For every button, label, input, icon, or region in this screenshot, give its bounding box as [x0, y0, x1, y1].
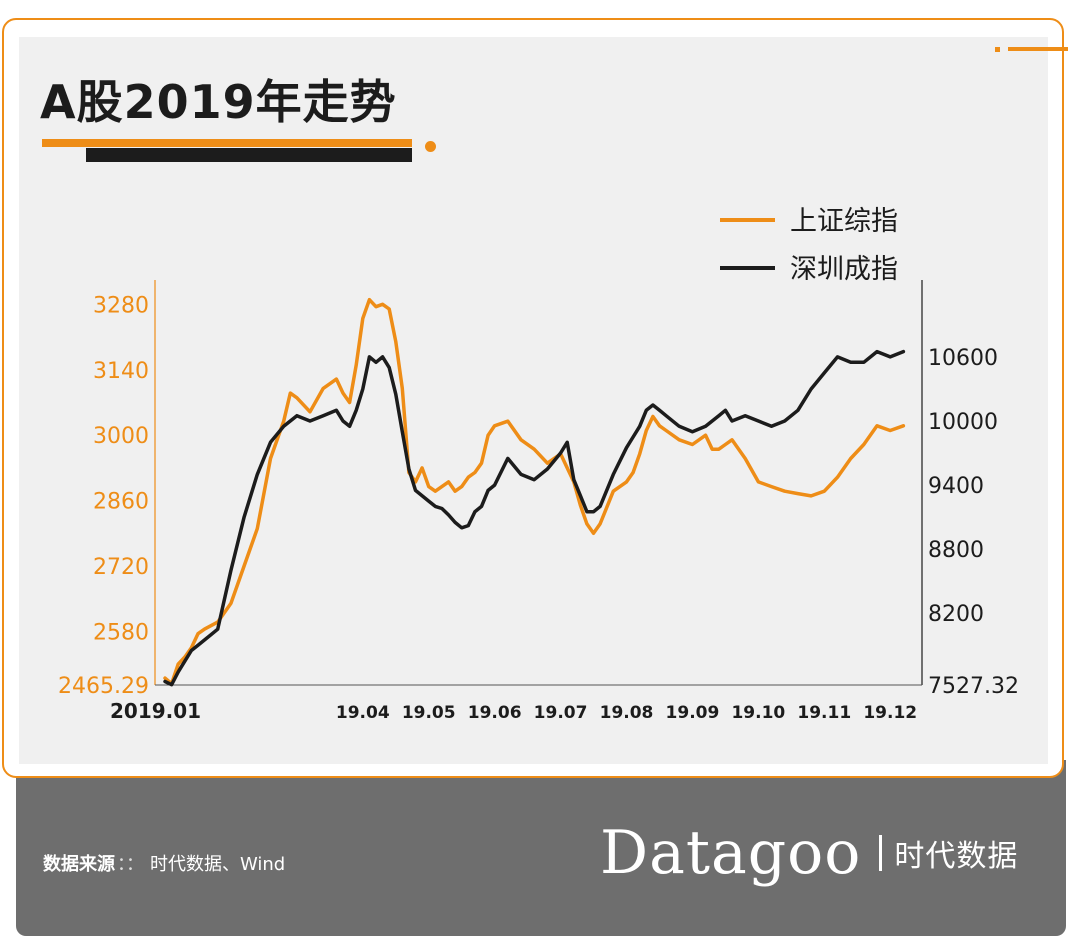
x-axis-tick-label: 19.05 [402, 703, 456, 723]
x-axis-tick-label: 2019.01 [110, 699, 201, 723]
brand-chinese-name: 时代数据 [894, 839, 1019, 874]
left-axis-tick-label: 2465.29 [58, 674, 149, 699]
left-axis-tick-label: 3000 [93, 424, 149, 449]
x-axis-tick-label: 19.04 [336, 703, 390, 723]
decor-dot-top [995, 47, 1000, 52]
data-source: 数据来源：： 时代数据、Wind [43, 850, 285, 876]
legend-label: 深圳成指 [790, 254, 898, 285]
x-axis-tick-label: 19.07 [534, 703, 588, 723]
left-axis-tick-label: 3280 [93, 293, 149, 318]
series-line-shanghai [163, 297, 906, 686]
right-axis-tick-label: 7527.32 [928, 674, 1019, 699]
decor-line-top [1008, 47, 1068, 51]
x-axis-tick-label: 19.06 [468, 703, 522, 723]
title-dot [425, 141, 436, 152]
source-colon: ：： [117, 854, 144, 875]
right-axis-tick-label: 8200 [928, 602, 984, 627]
left-axis-tick-label: 3140 [93, 359, 149, 384]
footer-band [16, 760, 1066, 936]
x-axis-tick-label: 19.11 [797, 703, 851, 723]
left-axis-tick-label: 2720 [93, 555, 149, 580]
chart-axes: 2465.29 2580 2720 2860 3000 3140 3280 7527.32 82… [58, 280, 1019, 723]
right-axis-tick-label: 10000 [928, 410, 998, 435]
title-underline-orange [42, 139, 412, 147]
right-axis-tick-label: 8800 [928, 538, 984, 563]
legend-label: 上证综指 [790, 206, 898, 237]
x-axis-tick-label: 19.10 [731, 703, 785, 723]
right-axis-tick-label: 10600 [928, 346, 998, 371]
brand-name: Datagoo [600, 818, 862, 888]
x-axis-tick-label: 19.12 [863, 703, 917, 723]
x-axis-tick-label: 19.09 [666, 703, 720, 723]
chart-series-layer [163, 297, 906, 687]
left-axis-tick-label: 2580 [93, 620, 149, 645]
left-axis-tick-label: 2860 [93, 490, 149, 515]
source-label: 数据来源 [43, 854, 115, 875]
source-value: 时代数据、Wind [150, 854, 286, 875]
page-title: A股2019年走势 [40, 75, 397, 129]
right-axis-tick-label: 9400 [928, 474, 984, 499]
brand-logo: Datagoo 时代数据 [600, 808, 1018, 898]
brand-separator [879, 835, 883, 871]
title-underline-dark [86, 148, 412, 162]
series-line-shenzhen [163, 349, 906, 687]
x-axis-tick-label: 19.08 [600, 703, 654, 723]
